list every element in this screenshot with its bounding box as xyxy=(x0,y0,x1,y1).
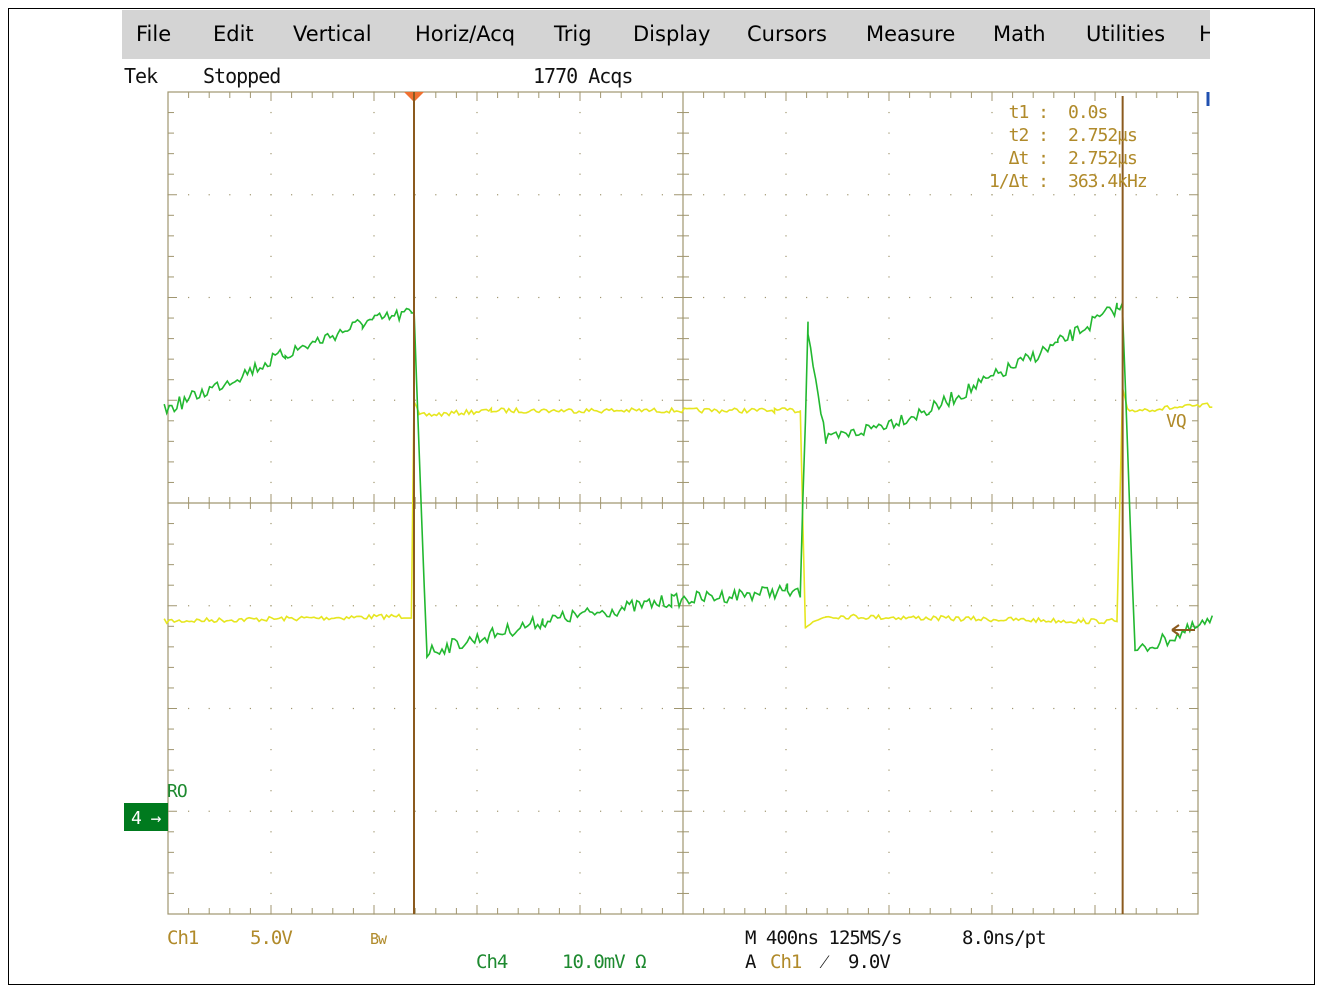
ch1-scale: 5.0V xyxy=(250,927,292,949)
ch1-waveform xyxy=(163,388,1213,629)
bandwidth-limit-label: Bw xyxy=(370,930,388,948)
trigger-level: 9.0V xyxy=(848,951,890,973)
timebase-readout: M 400ns 125MS/s xyxy=(745,927,902,949)
cursor-t1-label: t1 : xyxy=(1009,102,1048,123)
window-frame xyxy=(8,8,1315,985)
resolution-readout: 8.0ns/pt xyxy=(962,927,1046,949)
menu-utilities[interactable]: Utilities xyxy=(1086,22,1166,46)
menu-vertical[interactable]: Vertical xyxy=(293,22,372,46)
menu-cursors[interactable]: Cursors xyxy=(747,22,827,46)
menu-file[interactable]: File xyxy=(136,22,172,46)
cursor-t2-value: 2.752µs xyxy=(1068,125,1137,146)
brand-label: Tek xyxy=(124,64,158,88)
menu-help[interactable]: H xyxy=(1199,22,1210,46)
ch1-label: Ch1 xyxy=(167,927,199,949)
trigger-prefix: A xyxy=(745,951,757,973)
menu-math[interactable]: Math xyxy=(993,22,1046,46)
graticule xyxy=(167,91,1199,915)
menu-edit[interactable]: Edit xyxy=(213,22,254,46)
trigger-slope-icon: ⁄ xyxy=(819,951,830,973)
ch4-ground-marker-label: 4 → xyxy=(131,808,162,829)
menu-display[interactable]: Display xyxy=(633,22,711,46)
acquisition-count: 1770 Acqs xyxy=(533,64,633,88)
cursor-t1-value: 0.0s xyxy=(1068,102,1108,123)
vq-marker: VQ xyxy=(1166,411,1186,432)
cursor-delta-label: Δt : xyxy=(1009,148,1048,169)
cursor-inverse-delta-value: 363.4kHz xyxy=(1068,171,1147,192)
menu-measure[interactable]: Measure xyxy=(866,22,956,46)
ro-marker: RO xyxy=(167,781,187,802)
menu-trig[interactable]: Trig xyxy=(554,22,592,46)
menu-horiz-acq[interactable]: Horiz/Acq xyxy=(415,22,516,46)
cursor-delta-value: 2.752µs xyxy=(1068,148,1137,169)
cursor-inverse-delta-label: 1/Δt : xyxy=(989,171,1048,192)
ch4-label: Ch4 xyxy=(476,951,508,973)
trigger-source: Ch1 xyxy=(770,951,802,973)
ch4-waveform xyxy=(163,302,1214,660)
ch4-scale: 10.0mV Ω xyxy=(562,951,646,973)
cursor-t2-label: t2 : xyxy=(1009,125,1048,146)
cursor-arrow-icon xyxy=(1171,624,1195,636)
menu-bar: File Edit Vertical Horiz/Acq Trig Displa… xyxy=(122,10,1210,59)
acquisition-state: Stopped xyxy=(203,64,281,88)
ch4-ground-marker[interactable] xyxy=(124,803,168,831)
